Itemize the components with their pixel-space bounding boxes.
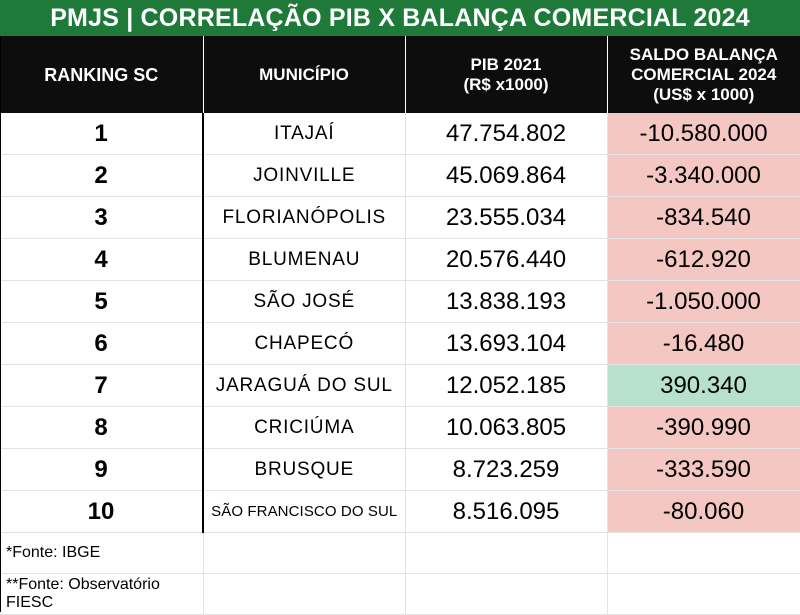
empty-cell[interactable] <box>203 573 406 615</box>
city-cell[interactable]: CHAPECÓ <box>203 322 406 365</box>
table-row: 5 SÃO JOSÉ 13.838.193 -1.050.000 <box>0 280 800 323</box>
table-row: 1 ITAJAÍ 47.754.802 -10.580.000 <box>0 113 800 155</box>
pib-cell[interactable]: 45.069.864 <box>405 154 608 197</box>
city-cell[interactable]: SÃO JOSÉ <box>203 280 406 323</box>
header-row: RANKING SC MUNICÍPIO PIB 2021 (R$ x1000)… <box>0 36 800 113</box>
empty-cell[interactable] <box>607 532 800 574</box>
empty-cell[interactable] <box>405 573 608 615</box>
rank-cell[interactable]: 1 <box>0 113 204 155</box>
saldo-cell[interactable]: -16.480 <box>607 322 800 365</box>
pib-cell[interactable]: 12.052.185 <box>405 364 608 407</box>
rank-cell[interactable]: 10 <box>0 490 204 533</box>
rank-cell[interactable]: 9 <box>0 448 204 491</box>
pib-cell[interactable]: 13.838.193 <box>405 280 608 323</box>
table-row: 4 BLUMENAU 20.576.440 -612.920 <box>0 238 800 281</box>
rank-cell[interactable]: 3 <box>0 196 204 239</box>
header-saldo-line3: (US$ x 1000) <box>653 84 755 104</box>
pib-cell[interactable]: 13.693.104 <box>405 322 608 365</box>
empty-cell[interactable] <box>203 532 406 574</box>
table-row: 7 JARAGUÁ DO SUL 12.052.185 390.340 <box>0 364 800 407</box>
sheet-title: PMJS | CORRELAÇÃO PIB X BALANÇA COMERCIA… <box>0 0 800 36</box>
table-row: 8 CRICIÚMA 10.063.805 -390.990 <box>0 406 800 449</box>
pib-cell[interactable]: 47.754.802 <box>405 113 608 155</box>
city-cell[interactable]: JOINVILLE <box>203 154 406 197</box>
saldo-cell[interactable]: -3.340.000 <box>607 154 800 197</box>
saldo-cell[interactable]: -10.580.000 <box>607 113 800 155</box>
saldo-cell[interactable]: 390.340 <box>607 364 800 407</box>
rank-cell[interactable]: 4 <box>0 238 204 281</box>
saldo-cell[interactable]: -80.060 <box>607 490 800 533</box>
pib-cell[interactable]: 8.723.259 <box>405 448 608 491</box>
table-row: 6 CHAPECÓ 13.693.104 -16.480 <box>0 322 800 365</box>
city-cell[interactable]: SÃO FRANCISCO DO SUL <box>203 490 406 533</box>
table-row: 10 SÃO FRANCISCO DO SUL 8.516.095 -80.06… <box>0 490 800 533</box>
empty-cell[interactable] <box>405 532 608 574</box>
footnote-row-fiesc: **Fonte: Observatório FIESC <box>0 573 800 615</box>
table-row: 9 BRUSQUE 8.723.259 -333.590 <box>0 448 800 491</box>
pib-cell[interactable]: 20.576.440 <box>405 238 608 281</box>
table-body: 1 ITAJAÍ 47.754.802 -10.580.000 2 JOINVI… <box>0 113 800 615</box>
rank-cell[interactable]: 6 <box>0 322 204 365</box>
ranking-table: RANKING SC MUNICÍPIO PIB 2021 (R$ x1000)… <box>0 36 800 615</box>
city-cell[interactable]: FLORIANÓPOLIS <box>203 196 406 239</box>
header-ranking: RANKING SC <box>0 36 204 113</box>
saldo-cell[interactable]: -834.540 <box>607 196 800 239</box>
saldo-cell[interactable]: -333.590 <box>607 448 800 491</box>
footnote-ibge[interactable]: *Fonte: IBGE <box>0 532 204 574</box>
empty-cell[interactable] <box>607 573 800 615</box>
header-municipio: MUNICÍPIO <box>203 36 406 113</box>
footnote-row-ibge: *Fonte: IBGE <box>0 532 800 574</box>
pib-cell[interactable]: 10.063.805 <box>405 406 608 449</box>
header-pib-line1: PIB 2021 <box>470 54 542 74</box>
pib-cell[interactable]: 23.555.034 <box>405 196 608 239</box>
rank-cell[interactable]: 2 <box>0 154 204 197</box>
city-cell[interactable]: BLUMENAU <box>203 238 406 281</box>
city-cell[interactable]: JARAGUÁ DO SUL <box>203 364 406 407</box>
footnote-fiesc[interactable]: **Fonte: Observatório FIESC <box>0 573 204 615</box>
rank-cell[interactable]: 7 <box>0 364 204 407</box>
rank-cell[interactable]: 8 <box>0 406 204 449</box>
header-saldo-line1: SALDO BALANÇA <box>629 44 778 64</box>
city-cell[interactable]: BRUSQUE <box>203 448 406 491</box>
pib-cell[interactable]: 8.516.095 <box>405 490 608 533</box>
saldo-cell[interactable]: -390.990 <box>607 406 800 449</box>
saldo-cell[interactable]: -612.920 <box>607 238 800 281</box>
header-pib-line2: (R$ x1000) <box>463 74 549 94</box>
table-row: 2 JOINVILLE 45.069.864 -3.340.000 <box>0 154 800 197</box>
city-cell[interactable]: CRICIÚMA <box>203 406 406 449</box>
header-saldo-line2: COMERCIAL 2024 <box>631 64 777 84</box>
rank-cell[interactable]: 5 <box>0 280 204 323</box>
city-cell[interactable]: ITAJAÍ <box>203 113 406 155</box>
header-pib: PIB 2021 (R$ x1000) <box>405 36 608 113</box>
table-row: 3 FLORIANÓPOLIS 23.555.034 -834.540 <box>0 196 800 239</box>
header-saldo: SALDO BALANÇA COMERCIAL 2024 (US$ x 1000… <box>607 36 800 113</box>
saldo-cell[interactable]: -1.050.000 <box>607 280 800 323</box>
